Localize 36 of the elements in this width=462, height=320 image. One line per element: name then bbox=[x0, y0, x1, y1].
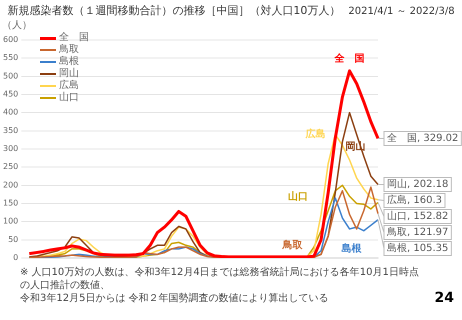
y-tick-label: 550 bbox=[2, 53, 18, 62]
legend-label: 山口 bbox=[59, 92, 79, 104]
legend-label: 全 国 bbox=[59, 32, 89, 44]
data-label: 鳥取, 121.97 bbox=[386, 226, 448, 238]
y-tick-label: 50 bbox=[8, 234, 18, 244]
y-tick-label: 100 bbox=[2, 216, 18, 226]
data-label: 山口, 152.82 bbox=[387, 210, 448, 222]
y-tick-label: 400 bbox=[2, 108, 18, 117]
y-tick-label: 300 bbox=[2, 144, 18, 154]
text: 2021/4/1 ～ 2022/3/8 bbox=[348, 5, 455, 18]
legend-label: 島根 bbox=[59, 56, 79, 68]
text: 広島 bbox=[305, 129, 326, 140]
y-axis-title: （人） bbox=[2, 19, 32, 32]
y-tick-label: 350 bbox=[2, 126, 18, 135]
chart-title: 新規感染者数（１週間移動合計）の推移［中国］（対人口10万人） bbox=[7, 3, 340, 18]
text: 山口 bbox=[288, 192, 308, 203]
data-label: 島根, 105.35 bbox=[387, 242, 448, 254]
text: 島根 bbox=[342, 244, 362, 255]
y-tick-label: 500 bbox=[2, 71, 18, 80]
y-tick-label: 250 bbox=[2, 162, 18, 172]
y-tick-label: 600 bbox=[2, 35, 18, 44]
text: ※ 人口10万対の人数は、令和3年12月4日までは総務省統計局における各年10月1日時点の人口推計の数値、 bbox=[20, 266, 420, 292]
y-tick-label: 0 bbox=[13, 253, 18, 262]
data-label: 全 国, 329.02 bbox=[387, 132, 458, 144]
y-tick-label: 150 bbox=[2, 198, 18, 208]
legend-label: 鳥取 bbox=[59, 44, 79, 56]
y-tick-label: 200 bbox=[2, 180, 18, 190]
legend-label: 岡山 bbox=[59, 68, 79, 80]
data-label: 岡山, 202.18 bbox=[387, 178, 448, 190]
text: 鳥取 bbox=[282, 240, 303, 252]
text: 全 国 bbox=[334, 53, 365, 64]
data-label: 広島, 160.3 bbox=[387, 194, 442, 206]
text: 令和3年12月5日からは 令和２年国勢調査の数値により算出している bbox=[20, 292, 330, 305]
y-tick-label: 450 bbox=[2, 90, 18, 99]
text: 24 bbox=[434, 290, 454, 306]
legend-label: 広島 bbox=[59, 80, 79, 92]
